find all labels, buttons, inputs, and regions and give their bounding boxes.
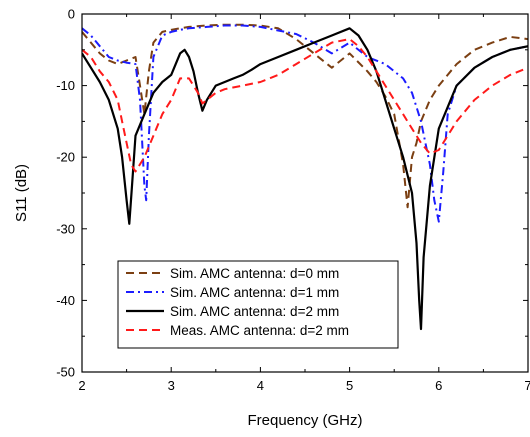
series-line-3 bbox=[82, 38, 528, 173]
x-tick-label: 2 bbox=[78, 378, 85, 393]
y-tick-label: -30 bbox=[56, 221, 75, 236]
y-tick-label: 0 bbox=[68, 7, 75, 22]
y-tick-label: -40 bbox=[56, 293, 75, 308]
series-line-1 bbox=[82, 24, 528, 223]
legend-box bbox=[117, 260, 399, 349]
series-line-2 bbox=[82, 27, 528, 331]
legend-label-3: Meas. AMC antenna: d=2 mm bbox=[170, 323, 349, 338]
y-axis-label: S11 (dB) bbox=[13, 164, 30, 222]
legend-label-1: Sim. AMC antenna: d=1 mm bbox=[170, 285, 339, 300]
y-tick-label: -50 bbox=[56, 365, 75, 380]
x-tick-label: 7 bbox=[524, 378, 530, 393]
series-layer bbox=[82, 23, 528, 331]
legend-label-0: Sim. AMC antenna: d=0 mm bbox=[170, 266, 339, 281]
x-tick-label: 6 bbox=[435, 378, 442, 393]
x-tick-label: 5 bbox=[346, 378, 353, 393]
legend: Sim. AMC antenna: d=0 mm Sim. AMC antenna… bbox=[117, 260, 399, 349]
y-tick-label: -10 bbox=[56, 78, 75, 93]
y-tick-label: -20 bbox=[56, 150, 75, 165]
ticks-layer: 2 3 4 5 6 7 0 -10 -20 -30 -40 -50 bbox=[56, 7, 530, 394]
x-axis-label: Frequency (GHz) bbox=[247, 412, 362, 429]
x-tick-label: 3 bbox=[168, 378, 175, 393]
legend-label-2: Sim. AMC antenna: d=2 mm bbox=[170, 304, 339, 319]
series-line-0 bbox=[82, 23, 528, 209]
x-tick-label: 4 bbox=[257, 378, 264, 393]
